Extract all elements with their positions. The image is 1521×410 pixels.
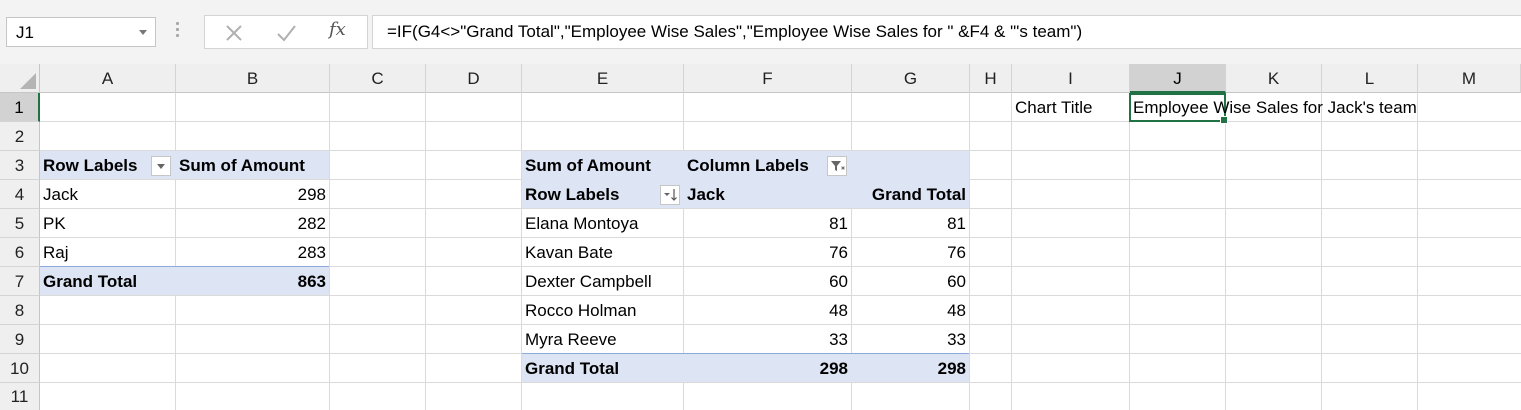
- pivot2-row-label[interactable]: Kavan Bate: [525, 243, 613, 262]
- column-header-a[interactable]: A: [40, 64, 176, 93]
- row-header-5[interactable]: 5: [0, 209, 40, 238]
- pivot2-total-band: [522, 354, 969, 382]
- formula-input[interactable]: =IF(G4<>"Grand Total","Employee Wise Sal…: [372, 15, 1521, 49]
- chevron-down-icon[interactable]: [139, 30, 147, 35]
- pivot2-total-label[interactable]: Grand Total: [525, 359, 620, 378]
- close-icon[interactable]: [223, 22, 245, 44]
- column-header-h[interactable]: H: [970, 64, 1012, 93]
- pivot2-row-jack[interactable]: 48: [829, 301, 848, 320]
- column-header-f[interactable]: F: [684, 64, 852, 93]
- pivot1-total-band: [40, 267, 329, 295]
- column-header-g[interactable]: G: [852, 64, 970, 93]
- cell-i1[interactable]: Chart Title: [1015, 98, 1093, 117]
- column-header-d[interactable]: D: [426, 64, 522, 93]
- name-box-value: J1: [16, 23, 34, 42]
- column-header-c[interactable]: C: [330, 64, 426, 93]
- pivot2-row-labels-header[interactable]: Row Labels: [525, 185, 620, 204]
- pivot2-row-total[interactable]: 48: [947, 301, 966, 320]
- chevron-down-icon[interactable]: [151, 156, 171, 176]
- pivot1-sum-header[interactable]: Sum of Amount: [179, 156, 305, 175]
- pivot1-row-label[interactable]: Jack: [43, 185, 78, 204]
- column-header-j[interactable]: J: [1130, 64, 1226, 93]
- row-header-3[interactable]: 3: [0, 151, 40, 180]
- drag-handle[interactable]: [176, 22, 180, 42]
- formula-toolbar: J1 fx =IF(G4<>"Grand Total","Employee Wi…: [0, 0, 1521, 64]
- column-header-b[interactable]: B: [176, 64, 330, 93]
- row-header-9[interactable]: 9: [0, 325, 40, 354]
- pivot2-row-jack[interactable]: 60: [829, 272, 848, 291]
- pivot2-row-total[interactable]: 81: [947, 214, 966, 233]
- column-header-i[interactable]: I: [1012, 64, 1130, 93]
- pivot2-row-total[interactable]: 76: [947, 243, 966, 262]
- cell-j1[interactable]: Employee Wise Sales for Jack's team: [1133, 98, 1417, 117]
- column-header-k[interactable]: K: [1226, 64, 1322, 93]
- pivot1-row-value[interactable]: 282: [297, 214, 326, 233]
- sort-descending-icon[interactable]: [660, 185, 680, 205]
- pivot2-header-band: [522, 151, 969, 208]
- pivot1-row-label[interactable]: PK: [43, 214, 66, 233]
- pivot2-row-label[interactable]: Dexter Campbell: [525, 272, 652, 291]
- pivot2-total-total[interactable]: 298: [937, 359, 966, 378]
- select-all-button[interactable]: [0, 64, 40, 93]
- pivot2-row-jack[interactable]: 33: [829, 330, 848, 349]
- fill-handle[interactable]: [1220, 116, 1228, 124]
- row-header-1[interactable]: 1: [0, 93, 40, 122]
- pivot2-row-label[interactable]: Elana Montoya: [525, 214, 639, 233]
- pivot1-row-value[interactable]: 298: [297, 185, 326, 204]
- active-cell-j1[interactable]: [1129, 93, 1228, 124]
- pivot1-header-band: [40, 151, 329, 179]
- cell-grid[interactable]: Row Labels Sum of Amount Jack 298 PK 282…: [40, 93, 1521, 410]
- pivot2-grand-total-header[interactable]: Grand Total: [871, 185, 966, 204]
- row-header-7[interactable]: 7: [0, 267, 40, 296]
- row-header-6[interactable]: 6: [0, 238, 40, 267]
- pivot1-row-labels-header[interactable]: Row Labels: [43, 156, 138, 175]
- pivot2-row-label[interactable]: Rocco Holman: [525, 301, 637, 320]
- formula-buttons: fx: [204, 15, 368, 49]
- pivot2-column-labels-header[interactable]: Column Labels: [687, 156, 809, 175]
- formula-text: =IF(G4<>"Grand Total","Employee Wise Sal…: [387, 22, 1083, 41]
- column-header-m[interactable]: M: [1418, 64, 1521, 93]
- row-header-4[interactable]: 4: [0, 180, 40, 209]
- pivot1-total-value[interactable]: 863: [297, 272, 326, 291]
- name-box[interactable]: J1: [6, 17, 156, 47]
- pivot2-jack-header[interactable]: Jack: [687, 185, 725, 204]
- pivot2-row-jack[interactable]: 76: [829, 243, 848, 262]
- pivot2-sum-header[interactable]: Sum of Amount: [525, 156, 651, 175]
- pivot1-row-label[interactable]: Raj: [43, 243, 69, 262]
- pivot1-total-label[interactable]: Grand Total: [43, 272, 138, 291]
- row-header-2[interactable]: 2: [0, 122, 40, 151]
- row-header-10[interactable]: 10: [0, 354, 40, 383]
- column-header-l[interactable]: L: [1322, 64, 1418, 93]
- filter-icon[interactable]: [827, 156, 847, 176]
- pivot2-total-jack[interactable]: 298: [819, 359, 848, 378]
- pivot2-row-jack[interactable]: 81: [829, 214, 848, 233]
- function-icon[interactable]: fx: [329, 19, 346, 40]
- pivot2-row-total[interactable]: 33: [947, 330, 966, 349]
- check-icon[interactable]: [275, 22, 297, 44]
- column-header-e[interactable]: E: [522, 64, 684, 93]
- pivot2-row-label[interactable]: Myra Reeve: [525, 330, 617, 349]
- row-header-11[interactable]: 11: [0, 383, 40, 410]
- row-header-8[interactable]: 8: [0, 296, 40, 325]
- pivot2-row-total[interactable]: 60: [947, 272, 966, 291]
- pivot1-row-value[interactable]: 283: [297, 243, 326, 262]
